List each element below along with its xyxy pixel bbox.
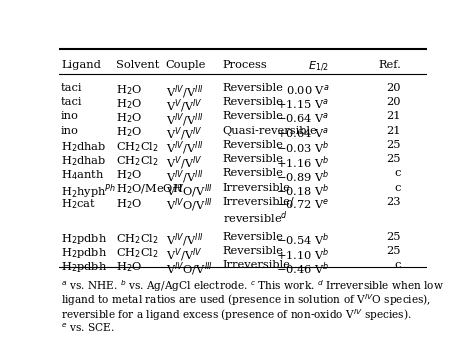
Text: H$_2$O: H$_2$O	[116, 112, 142, 125]
Text: V$^{IV}$O/V$^{III}$: V$^{IV}$O/V$^{III}$	[166, 182, 213, 200]
Text: Irreversible: Irreversible	[223, 260, 291, 270]
Text: $E_{1/2}$: $E_{1/2}$	[308, 60, 329, 74]
Text: 25: 25	[386, 140, 401, 150]
Text: 20: 20	[386, 83, 401, 93]
Text: 20: 20	[386, 97, 401, 107]
Text: +1.15 V$^{a}$: +1.15 V$^{a}$	[276, 97, 329, 111]
Text: ino: ino	[61, 112, 79, 121]
Text: V$^{V}$/V$^{IV}$: V$^{V}$/V$^{IV}$	[166, 246, 202, 264]
Text: V$^{IV}$/V$^{III}$: V$^{IV}$/V$^{III}$	[166, 140, 203, 158]
Text: H$_2$O: H$_2$O	[116, 97, 142, 111]
Text: $^{e}$ vs. SCE.: $^{e}$ vs. SCE.	[61, 322, 115, 334]
Text: Reversible: Reversible	[223, 97, 283, 107]
Text: Couple: Couple	[166, 60, 206, 70]
Text: H$_2$cat: H$_2$cat	[61, 197, 96, 211]
Text: H$_2$dhab: H$_2$dhab	[61, 154, 107, 168]
Text: H$_2$pdbh: H$_2$pdbh	[61, 232, 107, 246]
Text: c: c	[394, 182, 401, 193]
Text: CH$_2$Cl$_2$: CH$_2$Cl$_2$	[116, 232, 159, 246]
Text: V$^{IV}$O/V$^{III}$: V$^{IV}$O/V$^{III}$	[166, 260, 213, 278]
Text: H$_2$pdbh: H$_2$pdbh	[61, 246, 107, 260]
Text: Process: Process	[223, 60, 267, 70]
Text: H$_2$hyph$^{Ph}$: H$_2$hyph$^{Ph}$	[61, 182, 116, 201]
Text: Quasi-reversible: Quasi-reversible	[223, 126, 318, 136]
Text: CH$_2$Cl$_2$: CH$_2$Cl$_2$	[116, 246, 159, 260]
Text: H$_2$O: H$_2$O	[116, 260, 142, 274]
Text: 21: 21	[386, 126, 401, 136]
Text: H$_2$O: H$_2$O	[116, 168, 142, 182]
Text: −0.89 V$^{b}$: −0.89 V$^{b}$	[276, 168, 329, 185]
Text: H$_4$anth: H$_4$anth	[61, 168, 104, 182]
Text: H$_2$pdbh: H$_2$pdbh	[61, 260, 107, 274]
Text: −0.46 V$^{b}$: −0.46 V$^{b}$	[276, 260, 329, 277]
Text: −0.64 V$^{a}$: −0.64 V$^{a}$	[276, 112, 329, 125]
Text: +1.10 V$^{b}$: +1.10 V$^{b}$	[276, 246, 329, 263]
Text: taci: taci	[61, 83, 82, 93]
Text: taci: taci	[61, 97, 82, 107]
Text: 25: 25	[386, 154, 401, 164]
Text: +0.64 V$^{a}$: +0.64 V$^{a}$	[276, 126, 329, 140]
Text: 25: 25	[386, 232, 401, 242]
Text: Reversible: Reversible	[223, 168, 283, 178]
Text: Irreversible/: Irreversible/	[223, 197, 294, 207]
Text: Reversible: Reversible	[223, 154, 283, 164]
Text: H$_2$O: H$_2$O	[116, 197, 142, 211]
Text: V$^{V}$/V$^{IV}$: V$^{V}$/V$^{IV}$	[166, 154, 202, 172]
Text: CH$_2$Cl$_2$: CH$_2$Cl$_2$	[116, 154, 159, 168]
Text: Ref.: Ref.	[378, 60, 401, 70]
Text: H$_2$O/MeOH: H$_2$O/MeOH	[116, 182, 184, 196]
Text: ino: ino	[61, 126, 79, 136]
Text: V$^{IV}$O/V$^{III}$: V$^{IV}$O/V$^{III}$	[166, 197, 213, 214]
Text: 21: 21	[386, 112, 401, 121]
Text: Reversible: Reversible	[223, 112, 283, 121]
Text: CH$_2$Cl$_2$: CH$_2$Cl$_2$	[116, 140, 159, 154]
Text: V$^{V}$/V$^{IV}$: V$^{V}$/V$^{IV}$	[166, 126, 202, 143]
Text: Reversible: Reversible	[223, 83, 283, 93]
Text: H$_2$O: H$_2$O	[116, 83, 142, 97]
Text: −0.54 V$^{b}$: −0.54 V$^{b}$	[276, 232, 329, 248]
Text: V$^{IV}$/V$^{III}$: V$^{IV}$/V$^{III}$	[166, 232, 203, 250]
Text: 25: 25	[386, 246, 401, 256]
Text: c: c	[394, 168, 401, 178]
Text: 0.00 V$^{a}$: 0.00 V$^{a}$	[286, 83, 329, 97]
Text: H$_2$O: H$_2$O	[116, 126, 142, 139]
Text: −0.18 V$^{b}$: −0.18 V$^{b}$	[276, 182, 329, 199]
Text: +1.16 V$^{b}$: +1.16 V$^{b}$	[276, 154, 329, 171]
Text: Reversible: Reversible	[223, 140, 283, 150]
Text: Reversible: Reversible	[223, 232, 283, 242]
Text: −0.03 V$^{b}$: −0.03 V$^{b}$	[276, 140, 329, 157]
Text: V$^{V}$/V$^{IV}$: V$^{V}$/V$^{IV}$	[166, 97, 202, 115]
Text: Irreversible: Irreversible	[223, 182, 291, 193]
Text: V$^{IV}$/V$^{III}$: V$^{IV}$/V$^{III}$	[166, 112, 203, 129]
Text: V$^{IV}$/V$^{III}$: V$^{IV}$/V$^{III}$	[166, 83, 203, 101]
Text: $^{a}$ vs. NHE. $^{b}$ vs. Ag/AgCl electrode. $^{c}$ This work. $^{d}$ Irreversi: $^{a}$ vs. NHE. $^{b}$ vs. Ag/AgCl elect…	[61, 278, 444, 294]
Text: ligand to metal ratios are used (presence in solution of V$^{IV}$O species),: ligand to metal ratios are used (presenc…	[61, 292, 431, 308]
Text: reversible for a ligand excess (presence of non-oxido V$^{IV}$ species).: reversible for a ligand excess (presence…	[61, 307, 412, 323]
Text: 23: 23	[386, 197, 401, 207]
Text: V$^{IV}$/V$^{III}$: V$^{IV}$/V$^{III}$	[166, 168, 203, 186]
Text: H$_2$dhab: H$_2$dhab	[61, 140, 107, 154]
Text: reversible$^{d}$: reversible$^{d}$	[223, 210, 288, 226]
Text: −0.72 V$^{e}$: −0.72 V$^{e}$	[276, 197, 329, 211]
Text: Ligand: Ligand	[61, 60, 101, 70]
Text: Solvent: Solvent	[116, 60, 160, 70]
Text: Reversible: Reversible	[223, 246, 283, 256]
Text: c: c	[394, 260, 401, 270]
